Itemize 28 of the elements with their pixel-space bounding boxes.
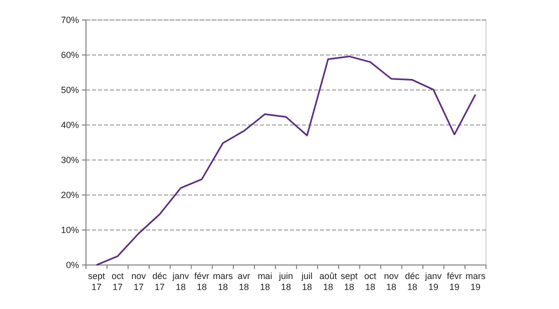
x-tick-label: août 18 [319, 271, 338, 292]
x-tick-label: oct 18 [364, 271, 377, 292]
y-tick-label: 40% [60, 120, 79, 130]
x-tick-label: juin 18 [278, 271, 294, 292]
x-tick-label: sept 17 [88, 271, 106, 292]
x-tick-label: janv 18 [171, 271, 190, 292]
x-tick-label: mai 18 [258, 271, 272, 292]
x-tick-label: avr 18 [238, 271, 250, 292]
x-tick-label: mars 18 [212, 271, 234, 292]
x-tick-label: nov 17 [131, 271, 146, 292]
y-tick-label: 20% [60, 190, 79, 200]
x-tick-label: janv 19 [424, 271, 442, 292]
y-tick-label: 70% [60, 15, 79, 26]
x-tick-label: juil 18 [300, 271, 313, 292]
x-tick-label: oct 17 [112, 271, 124, 292]
y-tick-label: 60% [60, 50, 79, 60]
x-tick-label: mars 19 [465, 271, 486, 292]
x-tick-label: nov 18 [384, 271, 400, 292]
y-tick-label: 50% [60, 85, 79, 96]
y-tick-label: 0% [66, 260, 79, 270]
x-tick-label: févr 18 [194, 271, 210, 292]
y-tick-label: 10% [60, 225, 79, 236]
x-tick-label: févr 19 [446, 271, 462, 292]
line-series [96, 56, 476, 266]
x-tick-label: sept 18 [340, 271, 358, 292]
x-tick-label: déc 17 [152, 271, 168, 292]
y-tick-label: 30% [60, 155, 79, 166]
x-tick-label: déc 18 [405, 271, 420, 292]
